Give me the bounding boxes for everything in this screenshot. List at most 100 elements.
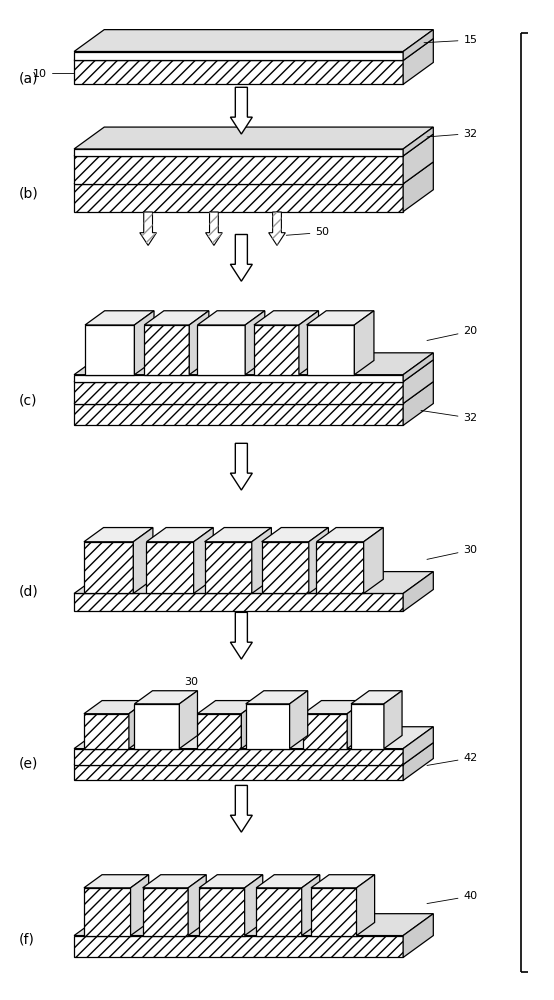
Polygon shape: [146, 528, 213, 542]
Text: 32: 32: [427, 129, 478, 139]
Text: (a): (a): [19, 71, 39, 85]
Polygon shape: [261, 528, 329, 542]
Polygon shape: [74, 749, 403, 765]
Polygon shape: [135, 691, 197, 704]
Polygon shape: [197, 714, 242, 749]
Polygon shape: [84, 701, 147, 714]
Polygon shape: [85, 311, 154, 325]
Polygon shape: [403, 360, 433, 404]
Polygon shape: [304, 701, 365, 714]
Polygon shape: [144, 325, 189, 375]
Polygon shape: [403, 382, 433, 425]
Polygon shape: [144, 311, 209, 325]
Polygon shape: [74, 149, 403, 156]
Polygon shape: [311, 888, 357, 936]
Polygon shape: [403, 914, 433, 957]
Polygon shape: [245, 875, 263, 936]
Polygon shape: [403, 134, 433, 184]
Polygon shape: [204, 542, 252, 593]
Polygon shape: [245, 311, 265, 375]
Text: 42: 42: [427, 753, 478, 765]
Polygon shape: [197, 325, 245, 375]
Polygon shape: [189, 311, 209, 375]
Polygon shape: [74, 30, 433, 52]
Polygon shape: [204, 528, 271, 542]
Polygon shape: [74, 382, 433, 404]
Polygon shape: [197, 311, 265, 325]
Polygon shape: [363, 528, 383, 593]
Polygon shape: [74, 134, 433, 156]
Polygon shape: [74, 162, 433, 184]
Polygon shape: [302, 875, 320, 936]
Polygon shape: [74, 765, 403, 780]
Polygon shape: [84, 542, 134, 593]
Polygon shape: [84, 875, 148, 888]
Polygon shape: [316, 528, 383, 542]
Polygon shape: [74, 60, 403, 84]
Polygon shape: [135, 704, 179, 749]
Polygon shape: [355, 311, 374, 375]
Polygon shape: [403, 743, 433, 780]
Polygon shape: [206, 212, 222, 245]
Polygon shape: [254, 311, 319, 325]
Text: (d): (d): [19, 584, 39, 598]
Polygon shape: [351, 704, 384, 749]
Text: 32: 32: [421, 411, 478, 423]
Polygon shape: [230, 234, 252, 281]
Polygon shape: [254, 325, 299, 375]
Polygon shape: [74, 572, 433, 593]
Polygon shape: [230, 443, 252, 490]
Polygon shape: [357, 875, 375, 936]
Polygon shape: [179, 691, 197, 749]
Polygon shape: [142, 875, 206, 888]
Polygon shape: [140, 212, 156, 245]
Polygon shape: [74, 184, 403, 212]
Polygon shape: [85, 325, 135, 375]
Polygon shape: [74, 914, 433, 936]
Polygon shape: [316, 542, 363, 593]
Polygon shape: [403, 39, 433, 84]
Polygon shape: [135, 311, 154, 375]
Text: 30: 30: [427, 545, 478, 559]
Polygon shape: [256, 888, 302, 936]
Text: (f): (f): [19, 933, 35, 947]
Polygon shape: [403, 30, 433, 60]
Polygon shape: [134, 528, 153, 593]
Text: 20: 20: [427, 326, 478, 341]
Polygon shape: [74, 39, 433, 60]
Polygon shape: [197, 701, 259, 714]
Polygon shape: [306, 311, 374, 325]
Polygon shape: [351, 691, 402, 704]
Polygon shape: [74, 727, 433, 749]
Polygon shape: [403, 162, 433, 212]
Text: (b): (b): [19, 187, 39, 201]
Polygon shape: [230, 612, 252, 659]
Polygon shape: [261, 542, 309, 593]
Polygon shape: [403, 727, 433, 765]
Polygon shape: [246, 691, 307, 704]
Polygon shape: [129, 701, 147, 749]
Polygon shape: [311, 875, 375, 888]
Polygon shape: [269, 212, 285, 245]
Polygon shape: [131, 875, 148, 936]
Polygon shape: [246, 704, 290, 749]
Polygon shape: [74, 360, 433, 382]
Polygon shape: [74, 156, 403, 184]
Polygon shape: [146, 542, 194, 593]
Text: 15: 15: [424, 35, 478, 45]
Polygon shape: [74, 593, 403, 611]
Polygon shape: [306, 325, 355, 375]
Polygon shape: [74, 52, 403, 60]
Polygon shape: [142, 888, 188, 936]
Polygon shape: [403, 572, 433, 611]
Polygon shape: [188, 875, 206, 936]
Polygon shape: [84, 888, 131, 936]
Polygon shape: [230, 785, 252, 832]
Polygon shape: [194, 528, 213, 593]
Polygon shape: [74, 353, 433, 375]
Polygon shape: [290, 691, 307, 749]
Polygon shape: [74, 375, 403, 382]
Polygon shape: [403, 353, 433, 382]
Polygon shape: [84, 714, 129, 749]
Polygon shape: [74, 743, 433, 765]
